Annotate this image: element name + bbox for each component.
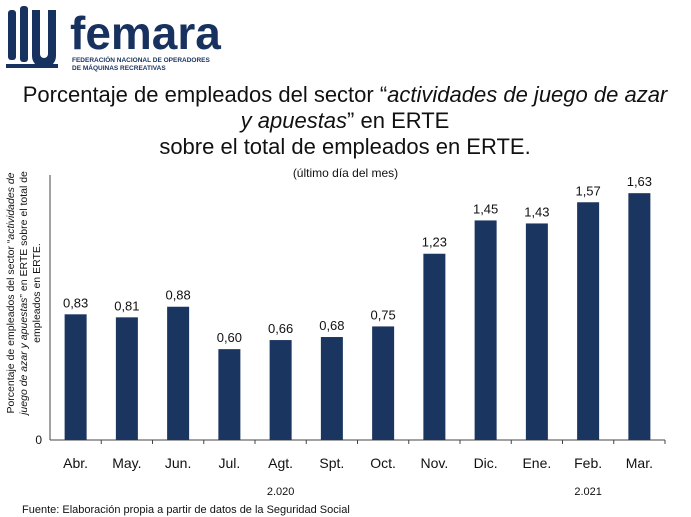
bar xyxy=(320,337,343,440)
x-tick-label: Agt. xyxy=(268,455,293,471)
title-part2: ” en ERTE xyxy=(347,108,450,133)
x-tick-label: Jun. xyxy=(165,455,191,471)
x-tick-label: Spt. xyxy=(319,455,344,471)
x-tick-label: Mar. xyxy=(626,455,653,471)
x-tick-label: Dic. xyxy=(474,455,498,471)
logo-wordmark: femara xyxy=(70,7,221,59)
data-label: 0,68 xyxy=(319,318,344,333)
chart-subtitle: (último día del mes) xyxy=(292,166,399,180)
data-label: 0,83 xyxy=(63,295,88,310)
y-tick-label: 0 xyxy=(35,433,42,447)
bar xyxy=(115,317,138,440)
year-group-label: 2.020 xyxy=(267,486,295,498)
bar xyxy=(167,306,190,440)
data-label: 1,45 xyxy=(473,201,498,216)
bar xyxy=(474,220,497,440)
femara-logo-icon xyxy=(6,6,58,68)
bar xyxy=(423,253,446,440)
x-tick-label: Ene. xyxy=(522,455,551,471)
title-line3: sobre el total de empleados en ERTE. xyxy=(159,134,531,159)
bar xyxy=(525,223,548,440)
data-label: 1,43 xyxy=(524,204,549,219)
bar xyxy=(628,193,651,440)
data-label: 0,75 xyxy=(370,307,395,322)
bar xyxy=(269,340,292,440)
data-label: 0,66 xyxy=(268,321,293,336)
logo-subtitle: FEDERACIÓN NACIONAL DE OPERADORES DE MÁQ… xyxy=(72,57,242,73)
chart-title: Porcentaje de empleados del sector “acti… xyxy=(20,82,670,160)
source-note: Fuente: Elaboración propia a partir de d… xyxy=(22,504,350,516)
data-label: 0,60 xyxy=(217,330,242,345)
logo-subtitle-line1: FEDERACIÓN NACIONAL DE OPERADORES xyxy=(72,57,210,64)
x-tick-label: Nov. xyxy=(421,455,449,471)
data-label: 0,81 xyxy=(114,298,139,313)
x-tick-label: Oct. xyxy=(370,455,396,471)
title-part1: Porcentaje de empleados del sector “ xyxy=(22,82,388,107)
bar xyxy=(577,202,600,440)
x-tick-label: Jul. xyxy=(218,455,240,471)
femara-logo: femara FEDERACIÓN NACIONAL DE OPERADORES… xyxy=(6,4,246,76)
bar xyxy=(64,314,87,440)
x-tick-label: May. xyxy=(112,455,141,471)
year-group-label: 2.021 xyxy=(574,486,602,498)
x-tick-label: Feb. xyxy=(574,455,602,471)
x-tick-label: Abr. xyxy=(63,455,88,471)
data-label: 1,23 xyxy=(422,235,447,250)
title-italic: actividades de juego de azar y apuestas xyxy=(240,82,668,133)
bar xyxy=(372,326,395,440)
logo-subtitle-line2: DE MÁQUINAS RECREATIVAS xyxy=(72,65,166,72)
bar xyxy=(218,349,241,440)
data-label: 1,57 xyxy=(575,183,600,198)
data-label: 0,88 xyxy=(165,288,190,303)
data-label: 1,63 xyxy=(627,174,652,189)
